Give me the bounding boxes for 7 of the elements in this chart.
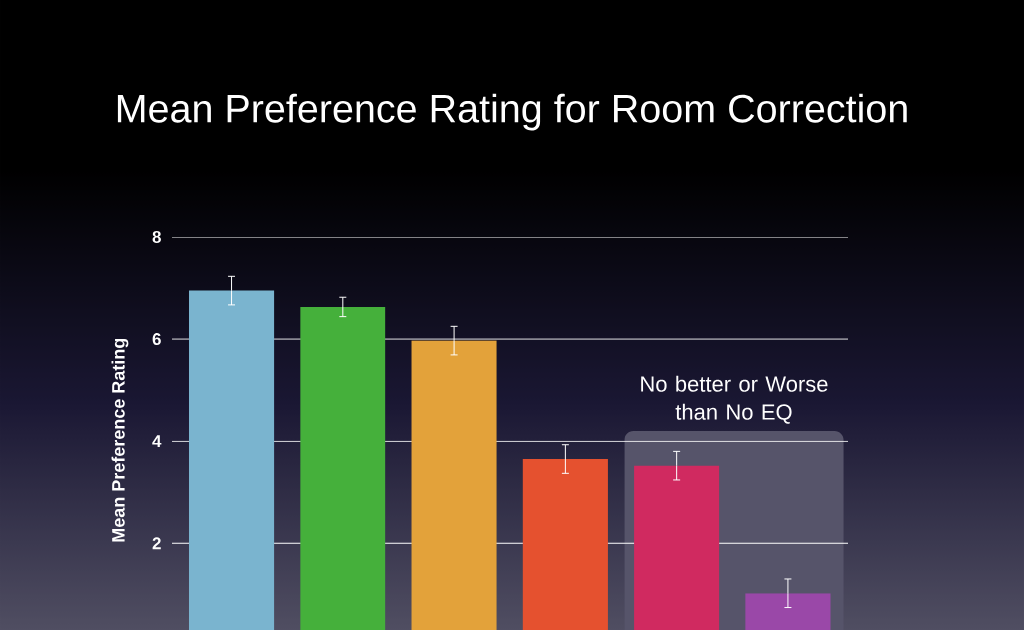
y-tick-label: 8 <box>152 230 161 244</box>
y-tick-label: 6 <box>152 333 161 346</box>
chart-title: Mean Preference Rating for Room Correction <box>117 93 907 131</box>
annotation: No better or Worse than No EQ <box>641 375 828 424</box>
y-axis-title: Mean Preference Rating <box>111 338 129 542</box>
y-tick-label: 4 <box>152 435 162 448</box>
y-tick-label: 2 <box>152 537 161 550</box>
